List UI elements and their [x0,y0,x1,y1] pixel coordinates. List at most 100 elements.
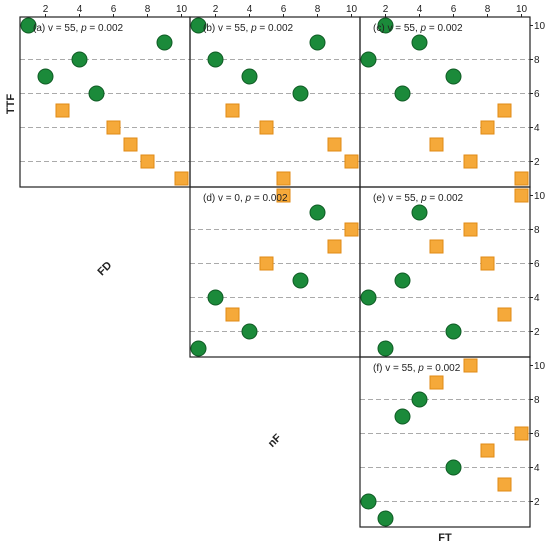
circle-point [207,289,224,306]
square-point [480,443,495,458]
square-point [429,375,444,390]
y-tick-label: 4 [534,463,540,474]
circle-point [394,85,411,102]
annotation-prefix: (e) v = 55, [373,193,421,204]
column-label: FT [438,532,452,544]
square-point [55,103,70,118]
circle-point [156,34,173,51]
annotation-suffix: = 0.002 [427,193,464,204]
square-point [344,154,359,169]
square-point [259,120,274,135]
square-point [140,154,155,169]
y-tick-label: 10 [534,361,546,372]
panel-c: 2 4 6 8 10 2 4 6 8 10 (c) v = 55, p = 0.002 [359,4,546,188]
circle-point [292,272,309,289]
y-tick-label: 8 [534,225,540,236]
panel-annotation: (b) v = 55, p = 0.002 [203,23,294,34]
x-tick-label: 10 [516,4,528,15]
square-point [463,358,478,373]
square-point [225,307,240,322]
annotation-p-symbol: p [250,23,257,34]
square-point [276,171,291,186]
square-point [463,154,478,169]
x-tick-label: 6 [281,4,287,15]
square-point [225,103,240,118]
x-tick-label: 2 [383,4,389,15]
square-point [429,137,444,152]
circle-point [190,340,207,357]
annotation-prefix: (c) v = 55, [373,23,421,34]
circle-point [411,391,428,408]
circle-point [360,493,377,510]
y-tick-label: 2 [534,157,540,168]
square-point [514,426,529,441]
panel-b: 2 4 6 8 10 (b) v = 55, p = 0.002 [189,4,361,188]
square-point [497,477,512,492]
x-tick-label: 2 [43,4,49,15]
y-tick-label: 8 [534,55,540,66]
panel-annotation: (f) v = 55, p = 0.002 [373,363,461,374]
y-tick-label: 6 [534,429,540,440]
circle-point [241,68,258,85]
circle-point [20,17,37,34]
circle-point [377,340,394,357]
x-tick-label: 2 [213,4,219,15]
y-tick-label: 10 [534,21,546,32]
x-tick-label: 10 [346,4,358,15]
diagonal-label-fd: FD [95,259,114,278]
square-point [480,120,495,135]
panel-e: 2 4 6 8 10 (e) v = 55, p = 0.002 [359,186,546,358]
y-tick-label: 4 [534,293,540,304]
square-point [327,239,342,254]
y-tick-label: 8 [534,395,540,406]
circle-point [445,459,462,476]
annotation-suffix: = 0.002 [426,23,463,34]
panel-annotation: (e) v = 55, p = 0.002 [373,193,464,204]
x-tick-label: 4 [417,4,423,15]
circle-point [411,204,428,221]
annotation-suffix: = 0.002 [257,23,294,34]
square-point [429,239,444,254]
y-tick-label: 2 [534,497,540,508]
panel-annotation: (c) v = 55, p = 0.002 [373,23,463,34]
square-point [497,103,512,118]
x-tick-label: 10 [176,4,188,15]
square-point [463,222,478,237]
y-tick-label: 6 [534,89,540,100]
panels-layer: 2 4 6 8 10 (a) v = 55, p = 0.002 2 4 6 8 10 (b) v =… [19,4,546,528]
annotation-p-symbol: p [420,193,427,204]
annotation-suffix: = 0.002 [251,193,288,204]
y-tick-label: 10 [534,191,546,202]
annotation-p-symbol: p [420,23,427,34]
y-tick-label: 2 [534,327,540,338]
circle-point [190,17,207,34]
annotation-prefix: (f) v = 55, [373,363,418,374]
y-tick-label: 6 [534,259,540,270]
annotation-suffix: = 0.002 [424,363,461,374]
square-point [344,222,359,237]
row-label: TTF [5,94,17,114]
circle-point [88,85,105,102]
square-point [327,137,342,152]
square-point [480,256,495,271]
panel-d: (d) v = 0, p = 0.002 [189,186,361,358]
diagonal-label-nf: nF [266,432,284,450]
panel-annotation: (d) v = 0, p = 0.002 [203,193,288,204]
circle-point [309,204,326,221]
circle-point [71,51,88,68]
x-tick-label: 6 [451,4,457,15]
circle-point [309,34,326,51]
x-tick-label: 6 [111,4,117,15]
square-point [514,188,529,203]
annotation-suffix: = 0.002 [87,23,124,34]
circle-point [394,408,411,425]
annotation-prefix: (a) v = 55, [33,23,81,34]
panel-annotation: (a) v = 55, p = 0.002 [33,23,124,34]
circle-point [37,68,54,85]
annotation-p-symbol: p [245,193,252,204]
circle-point [411,34,428,51]
annotation-p-symbol: p [417,363,424,374]
x-tick-label: 8 [485,4,491,15]
panel-a: 2 4 6 8 10 (a) v = 55, p = 0.002 [19,4,191,188]
